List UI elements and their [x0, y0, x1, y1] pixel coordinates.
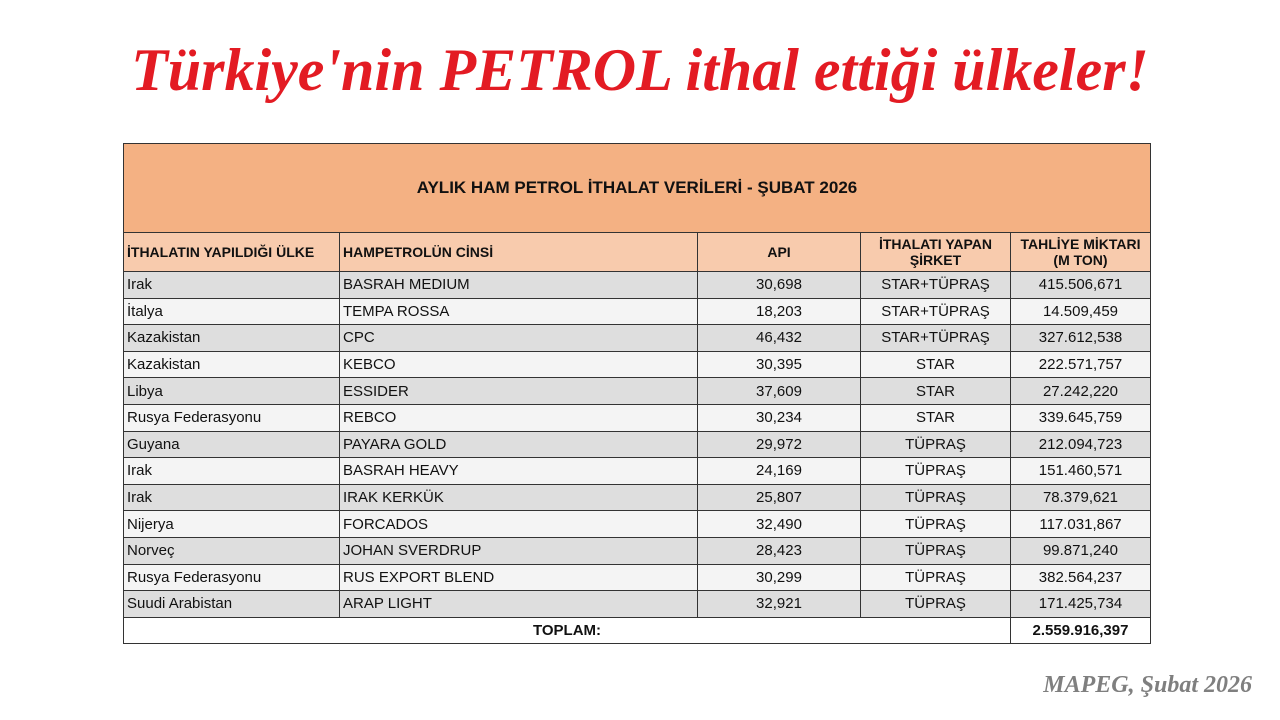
table-row: Kazakistan KEBCO 30,395 STAR 222.571,757: [123, 350, 1151, 379]
table-cell: TÜPRAŞ: [860, 510, 1011, 538]
table-cell: REBCO: [339, 403, 698, 432]
table-cell: Irak: [123, 457, 340, 485]
table-cell: TÜPRAŞ: [860, 563, 1011, 592]
table-cell: 151.460,571: [1010, 457, 1151, 485]
table-cell: Suudi Arabistan: [123, 590, 340, 618]
column-header: İTHALATIN YAPILDIĞI ÜLKE: [123, 232, 340, 272]
table-cell: 222.571,757: [1010, 350, 1151, 379]
table-cell: STAR: [860, 350, 1011, 379]
table-cell: 30,698: [697, 271, 861, 299]
source-note: MAPEG, Şubat 2026: [1043, 672, 1252, 698]
table-row: Libya ESSIDER 37,609 STAR 27.242,220: [123, 377, 1151, 405]
table-cell: 25,807: [697, 483, 861, 512]
table-row: Kazakistan CPC 46,432 STAR+TÜPRAŞ 327.612,53…: [123, 324, 1151, 352]
table-cell: BASRAH MEDIUM: [339, 271, 698, 299]
table-cell: 14.509,459: [1010, 297, 1151, 326]
table-cell: 99.871,240: [1010, 536, 1151, 565]
table-cell: STAR: [860, 403, 1011, 432]
table-cell: FORCADOS: [339, 510, 698, 538]
table-cell: PAYARA GOLD: [339, 430, 698, 459]
table-cell: TEMPA ROSSA: [339, 297, 698, 326]
table-cell: 30,395: [697, 350, 861, 379]
table-cell: 327.612,538: [1010, 324, 1151, 352]
table-row: Nijerya FORCADOS 32,490 TÜPRAŞ 117.031,867: [123, 510, 1151, 538]
table-cell: IRAK KERKÜK: [339, 483, 698, 512]
table-cell: Kazakistan: [123, 350, 340, 379]
slide-title: Türkiye'nin PETROL ithal ettiği ülkeler!: [131, 37, 1149, 103]
table-row: Rusya Federasyonu RUS EXPORT BLEND 30,299 T…: [123, 563, 1151, 592]
table-cell: STAR+TÜPRAŞ: [860, 271, 1011, 299]
table-cell: 212.094,723: [1010, 430, 1151, 459]
caption-row: AYLIK HAM PETROL İTHALAT VERİLERİ - ŞUBA…: [123, 143, 1151, 233]
table-caption: AYLIK HAM PETROL İTHALAT VERİLERİ - ŞUBA…: [123, 143, 1151, 233]
table-cell: TÜPRAŞ: [860, 590, 1011, 618]
total-row: TOPLAM: 2.559.916,397: [123, 616, 1151, 644]
table-cell: 46,432: [697, 324, 861, 352]
table-row: Rusya Federasyonu REBCO 30,234 STAR 339.645,…: [123, 403, 1151, 432]
table-cell: 24,169: [697, 457, 861, 485]
column-header: HAMPETROLÜN CİNSİ: [339, 232, 698, 272]
table-cell: 28,423: [697, 536, 861, 565]
column-header: TAHLİYE MİKTARI (M TON): [1010, 232, 1151, 272]
table-cell: Irak: [123, 271, 340, 299]
table-cell: 32,490: [697, 510, 861, 538]
table-cell: 30,299: [697, 563, 861, 592]
table-cell: ESSIDER: [339, 377, 698, 405]
table-cell: JOHAN SVERDRUP: [339, 536, 698, 565]
total-value: 2.559.916,397: [1010, 616, 1151, 644]
table-body: Irak BASRAH MEDIUM 30,698 STAR+TÜPRAŞ 415.50…: [123, 271, 1151, 644]
table-cell: 78.379,621: [1010, 483, 1151, 512]
table-cell: ARAP LIGHT: [339, 590, 698, 618]
import-table: AYLIK HAM PETROL İTHALAT VERİLERİ - ŞUBA…: [123, 143, 1151, 644]
table-cell: Irak: [123, 483, 340, 512]
table-cell: 339.645,759: [1010, 403, 1151, 432]
table-cell: CPC: [339, 324, 698, 352]
header-row: İTHALATIN YAPILDIĞI ÜLKE HAMPETROLÜN CİNS…: [123, 232, 1151, 272]
table-cell: 30,234: [697, 403, 861, 432]
table-cell: İtalya: [123, 297, 340, 326]
table-cell: STAR+TÜPRAŞ: [860, 324, 1011, 352]
table-row: İtalya TEMPA ROSSA 18,203 STAR+TÜPRAŞ 14.509…: [123, 297, 1151, 326]
table-cell: KEBCO: [339, 350, 698, 379]
table-row: Norveç JOHAN SVERDRUP 28,423 TÜPRAŞ 99.871,2…: [123, 536, 1151, 565]
table-cell: RUS EXPORT BLEND: [339, 563, 698, 592]
table-cell: Nijerya: [123, 510, 340, 538]
table-row: Suudi Arabistan ARAP LIGHT 32,921 TÜPRAŞ 171…: [123, 590, 1151, 618]
table-cell: STAR: [860, 377, 1011, 405]
table-cell: TÜPRAŞ: [860, 457, 1011, 485]
table-cell: TÜPRAŞ: [860, 430, 1011, 459]
table-cell: 117.031,867: [1010, 510, 1151, 538]
total-label: TOPLAM:: [123, 616, 1011, 644]
table-cell: 37,609: [697, 377, 861, 405]
table-cell: 415.506,671: [1010, 271, 1151, 299]
column-header: API: [697, 232, 861, 272]
table-row: Irak IRAK KERKÜK 25,807 TÜPRAŞ 78.379,621: [123, 483, 1151, 512]
table-cell: Kazakistan: [123, 324, 340, 352]
table-cell: 171.425,734: [1010, 590, 1151, 618]
table-cell: 29,972: [697, 430, 861, 459]
table-cell: TÜPRAŞ: [860, 536, 1011, 565]
table-row: Irak BASRAH MEDIUM 30,698 STAR+TÜPRAŞ 415.50…: [123, 271, 1151, 299]
table-cell: Guyana: [123, 430, 340, 459]
table-cell: BASRAH HEAVY: [339, 457, 698, 485]
table-cell: 18,203: [697, 297, 861, 326]
table-cell: 27.242,220: [1010, 377, 1151, 405]
table-cell: Norveç: [123, 536, 340, 565]
table-cell: STAR+TÜPRAŞ: [860, 297, 1011, 326]
table-cell: 32,921: [697, 590, 861, 618]
table-row: Guyana PAYARA GOLD 29,972 TÜPRAŞ 212.094,723: [123, 430, 1151, 459]
table-cell: Libya: [123, 377, 340, 405]
table-cell: Rusya Federasyonu: [123, 403, 340, 432]
table-row: Irak BASRAH HEAVY 24,169 TÜPRAŞ 151.460,571: [123, 457, 1151, 485]
table-cell: TÜPRAŞ: [860, 483, 1011, 512]
table-cell: 382.564,237: [1010, 563, 1151, 592]
table-cell: Rusya Federasyonu: [123, 563, 340, 592]
column-header: İTHALATI YAPAN ŞİRKET: [860, 232, 1011, 272]
